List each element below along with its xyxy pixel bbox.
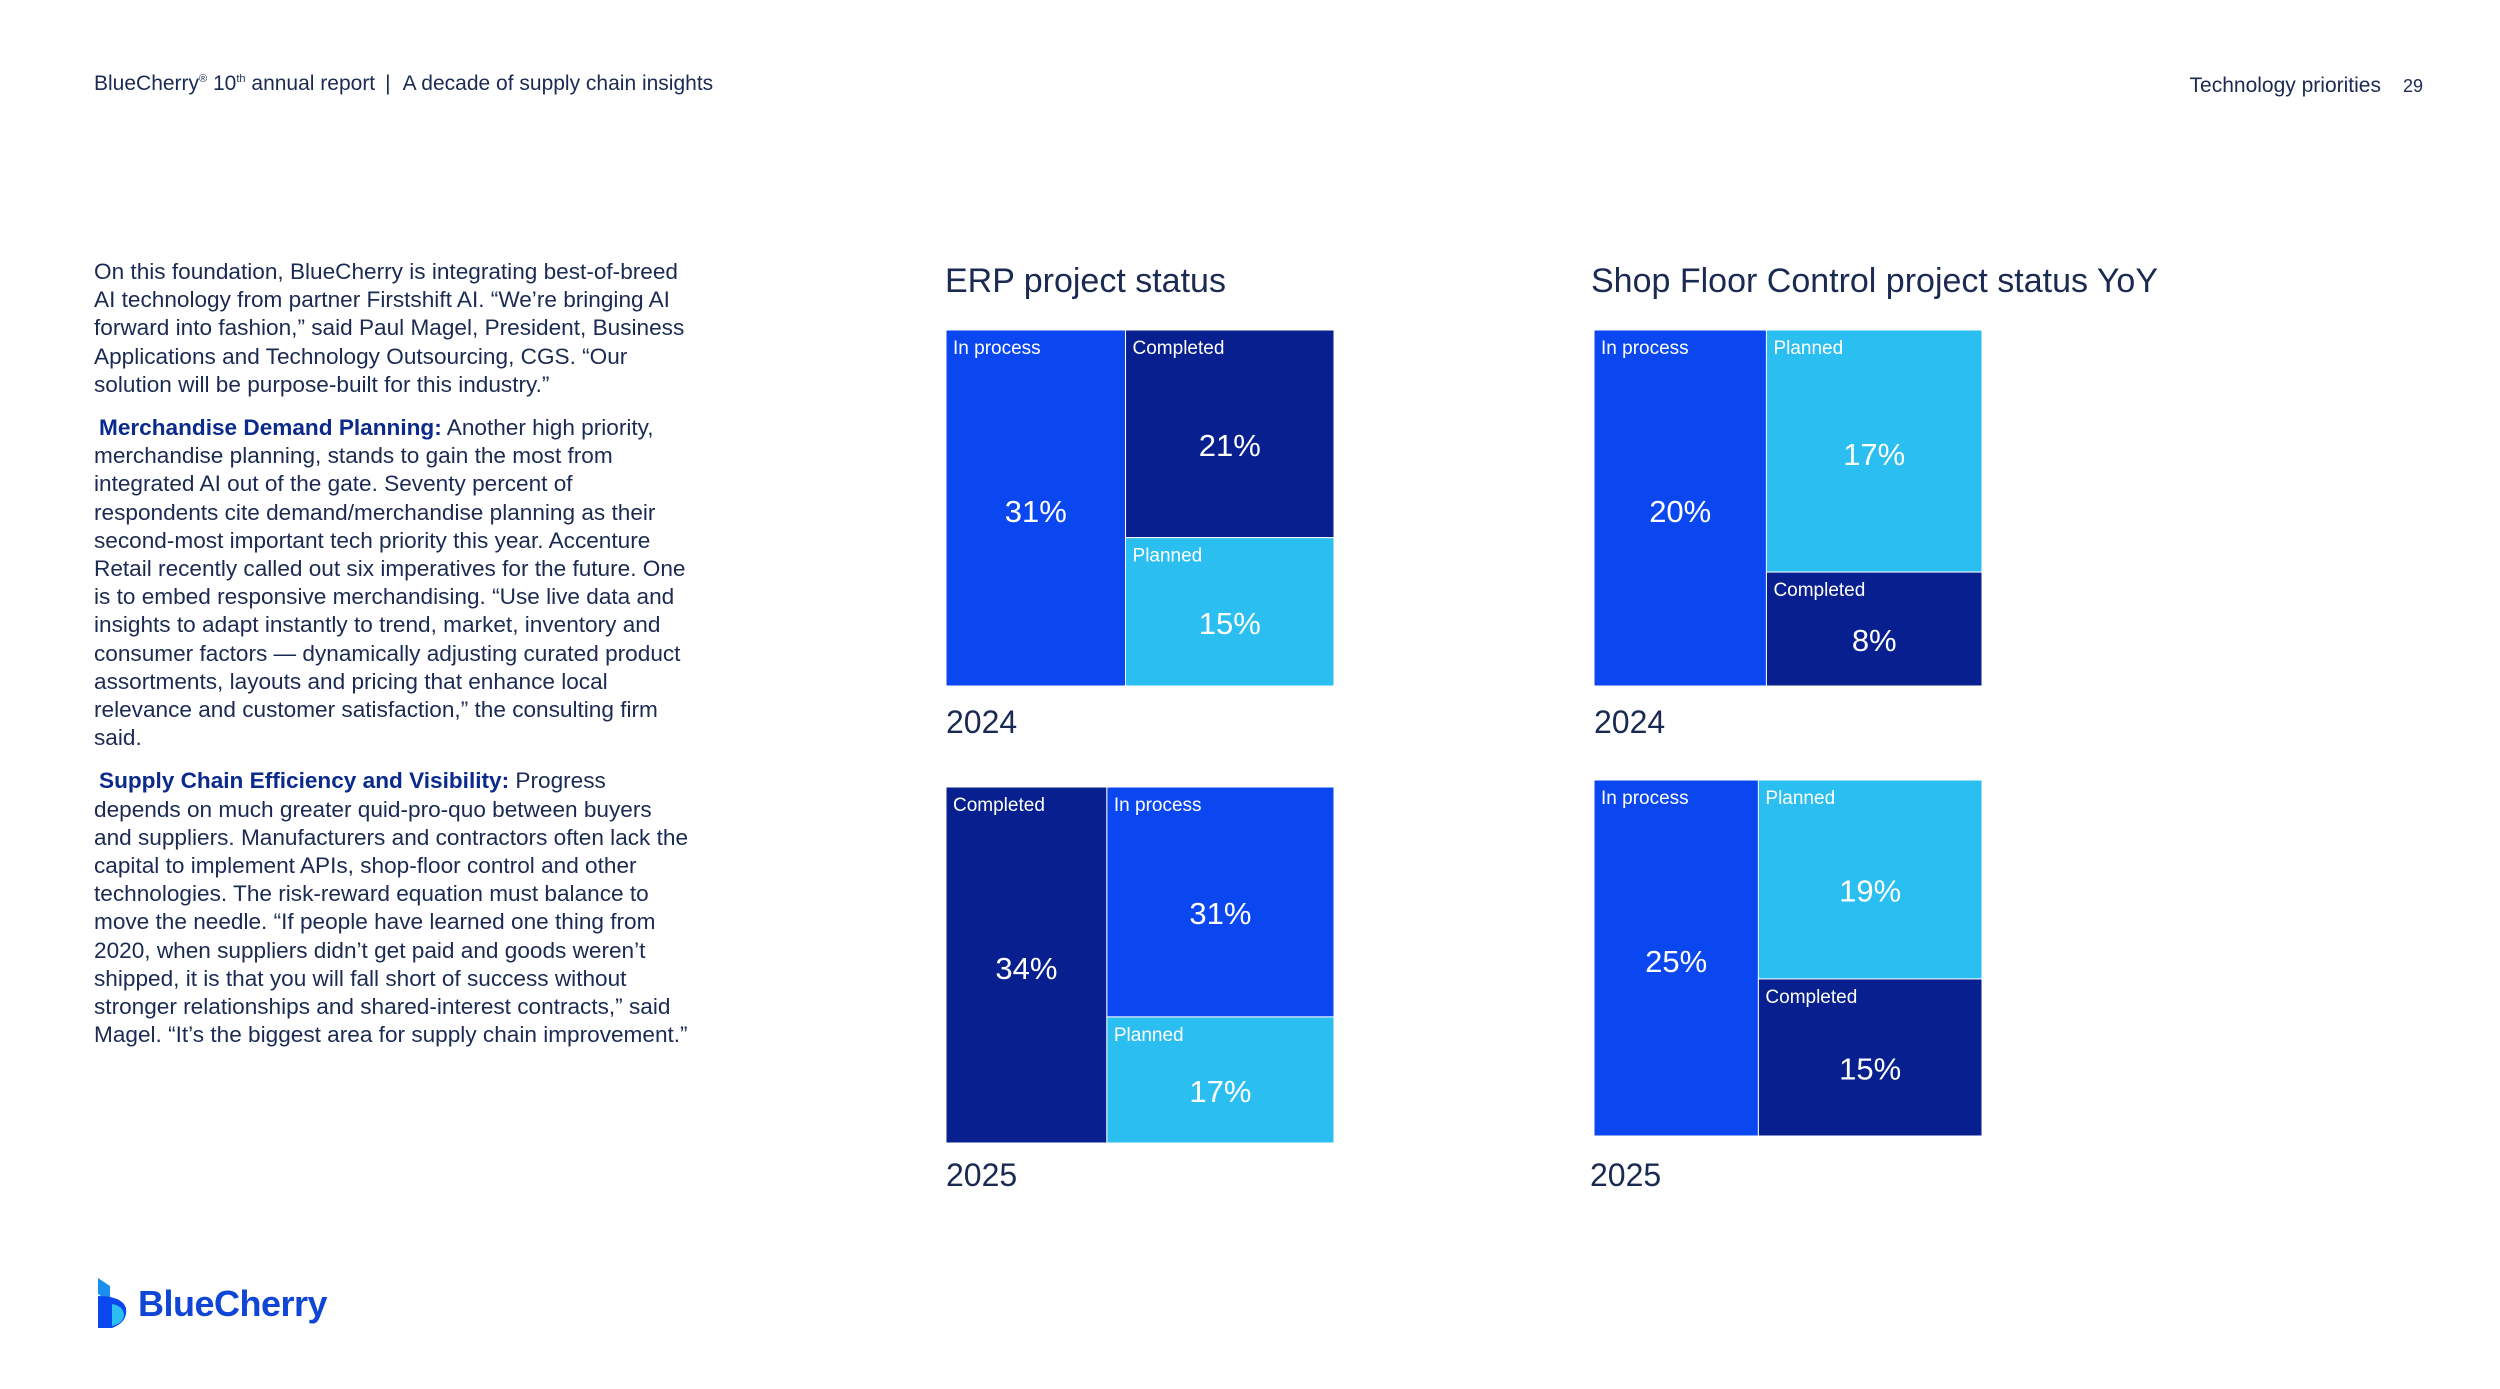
chart3-in-process-label: In process	[1601, 788, 1689, 809]
chart1-completed-cell	[945, 786, 1108, 1144]
sfc-chart-title: Shop Floor Control project status YoY	[1591, 262, 2158, 300]
edition-rest: annual report	[251, 72, 376, 95]
heading-supply-chain: Supply Chain Efficiency and Visibility:	[99, 768, 510, 794]
header-report-title: BlueCherry® 10th annual report | A decade …	[94, 72, 713, 96]
chart2-planned-label: Planned	[1773, 338, 1843, 359]
logo-wordmark: BlueCherry	[138, 1283, 328, 1324]
chart0-planned-value: 15%	[1199, 606, 1261, 641]
chart2-completed-value: 8%	[1852, 623, 1897, 658]
chart1-in-process-cell	[1106, 786, 1335, 1018]
chart1-planned-value: 17%	[1189, 1074, 1251, 1109]
sfc-2024-year: 2024	[1594, 704, 1666, 740]
chart0-in-process-label: In process	[953, 338, 1041, 359]
chart2-in-process-label: In process	[1601, 338, 1689, 359]
sfc-2024-treemap: In process 20% Planned 17% Completed 8%	[1593, 329, 1983, 687]
chart3-planned-label: Planned	[1765, 788, 1835, 809]
erp-chart-title: ERP project status	[945, 262, 1226, 300]
chart3-completed-cell	[1757, 978, 1983, 1137]
bluecherry-logo: BlueCherry	[94, 1276, 328, 1332]
heading-demand-planning: Merchandise Demand Planning:	[99, 415, 442, 441]
chart2-completed-label: Completed	[1773, 580, 1865, 601]
erp-2024-year: 2024	[946, 704, 1018, 740]
chart0-planned-cell	[1125, 537, 1335, 687]
chart2-planned-value: 17%	[1843, 437, 1905, 472]
chart1-planned-label: Planned	[1114, 1025, 1184, 1046]
chart2-planned-cell	[1765, 329, 1983, 573]
chart1-completed-label: Completed	[953, 795, 1045, 816]
sfc-2025-year: 2025	[1590, 1157, 1662, 1193]
chart1-completed-value: 34%	[995, 951, 1057, 986]
chart1-planned-cell	[1106, 1016, 1335, 1144]
chart1-in-process-value: 31%	[1189, 896, 1251, 931]
erp-2025-year: 2025	[946, 1157, 1018, 1193]
erp-2024-treemap: In process 31% Completed 21% Planned 15%	[945, 329, 1335, 687]
body-text: On this foundation, BlueCherry is integr…	[94, 258, 694, 1064]
chart1-in-process-label: In process	[1114, 795, 1202, 816]
chart2-in-process-cell	[1593, 329, 1767, 687]
chart3-planned-value: 19%	[1839, 873, 1901, 908]
registered-mark: ®	[199, 73, 208, 85]
bluecherry-logo-mark-icon	[98, 1278, 127, 1328]
chart2-in-process-value: 20%	[1649, 494, 1711, 529]
edition-number: 10	[213, 72, 237, 95]
chart3-in-process-cell	[1593, 779, 1759, 1137]
text-demand-planning: Another high priority, merchandise plann…	[94, 415, 686, 751]
header-subtitle: A decade of supply chain insights	[402, 72, 714, 95]
header-divider: |	[385, 72, 391, 95]
section-title: Technology priorities	[2189, 74, 2381, 97]
paragraph-demand-planning: Merchandise Demand Planning: Another hig…	[94, 414, 694, 752]
chart0-in-process-cell	[945, 329, 1127, 687]
chart2-completed-cell	[1765, 571, 1983, 687]
chart0-completed-cell	[1125, 329, 1335, 539]
brand-name: BlueCherry	[94, 72, 200, 95]
chart0-planned-label: Planned	[1133, 546, 1203, 567]
paragraph-intro: On this foundation, BlueCherry is integr…	[94, 259, 685, 397]
chart3-completed-label: Completed	[1765, 987, 1857, 1008]
chart3-in-process-value: 25%	[1645, 944, 1707, 979]
header-section: Technology priorities 29	[2190, 74, 2423, 98]
sfc-2025-treemap: In process 25% Planned 19% Completed 15%	[1593, 779, 1983, 1137]
chart3-planned-cell	[1757, 779, 1983, 980]
erp-2025-treemap: Completed 34% In process 31% Planned 17%	[945, 786, 1335, 1144]
edition-suffix: th	[236, 73, 246, 85]
chart0-in-process-value: 31%	[1005, 494, 1067, 529]
chart3-completed-value: 15%	[1839, 1051, 1901, 1086]
text-supply-chain: Progress depends on much greater quid-pr…	[94, 768, 689, 1048]
page-number: 29	[2402, 76, 2423, 96]
chart0-completed-value: 21%	[1199, 428, 1261, 463]
chart0-completed-label: Completed	[1133, 338, 1225, 359]
paragraph-supply-chain: Supply Chain Efficiency and Visibility: …	[94, 767, 694, 1049]
